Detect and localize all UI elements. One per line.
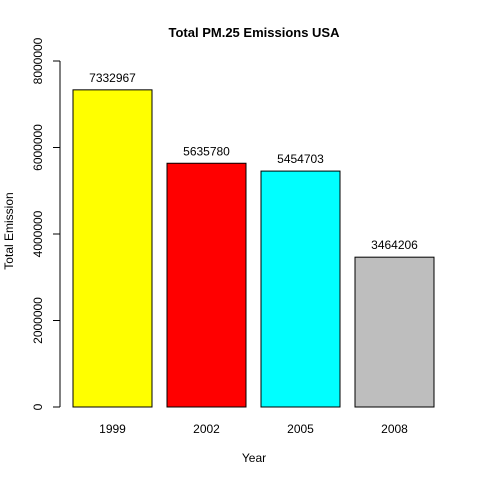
y-tick-label: 2000000: [31, 297, 45, 344]
y-tick-label: 8000000: [31, 37, 45, 84]
data-label-2002: 5635780: [183, 144, 230, 158]
y-axis-label: Total Emission: [2, 192, 16, 269]
x-tick-label-2005: 2005: [287, 422, 314, 436]
data-label-2008: 3464206: [371, 238, 418, 252]
y-tick-label: 4000000: [31, 210, 45, 257]
data-labels: 7332967 5635780 5454703 3464206: [89, 71, 418, 252]
bars: [72, 89, 435, 408]
x-tick-label-2008: 2008: [381, 422, 408, 436]
bar-2005: [260, 170, 341, 408]
bar-1999: [72, 89, 153, 408]
y-tick-label: 0: [31, 403, 45, 410]
bar-2008: [354, 256, 435, 408]
x-tick-label-2002: 2002: [193, 422, 220, 436]
data-label-2005: 5454703: [277, 152, 324, 166]
bar-2002: [166, 162, 247, 408]
x-tick-labels: 1999 2002 2005 2008: [99, 422, 408, 436]
y-axis: 0 2000000 4000000 6000000 8000000: [31, 37, 61, 410]
x-axis-label: Year: [242, 451, 266, 465]
y-tick-label: 6000000: [31, 124, 45, 171]
data-label-1999: 7332967: [89, 71, 136, 85]
chart-title: Total PM.25 Emissions USA: [169, 25, 341, 40]
x-tick-label-1999: 1999: [99, 422, 126, 436]
